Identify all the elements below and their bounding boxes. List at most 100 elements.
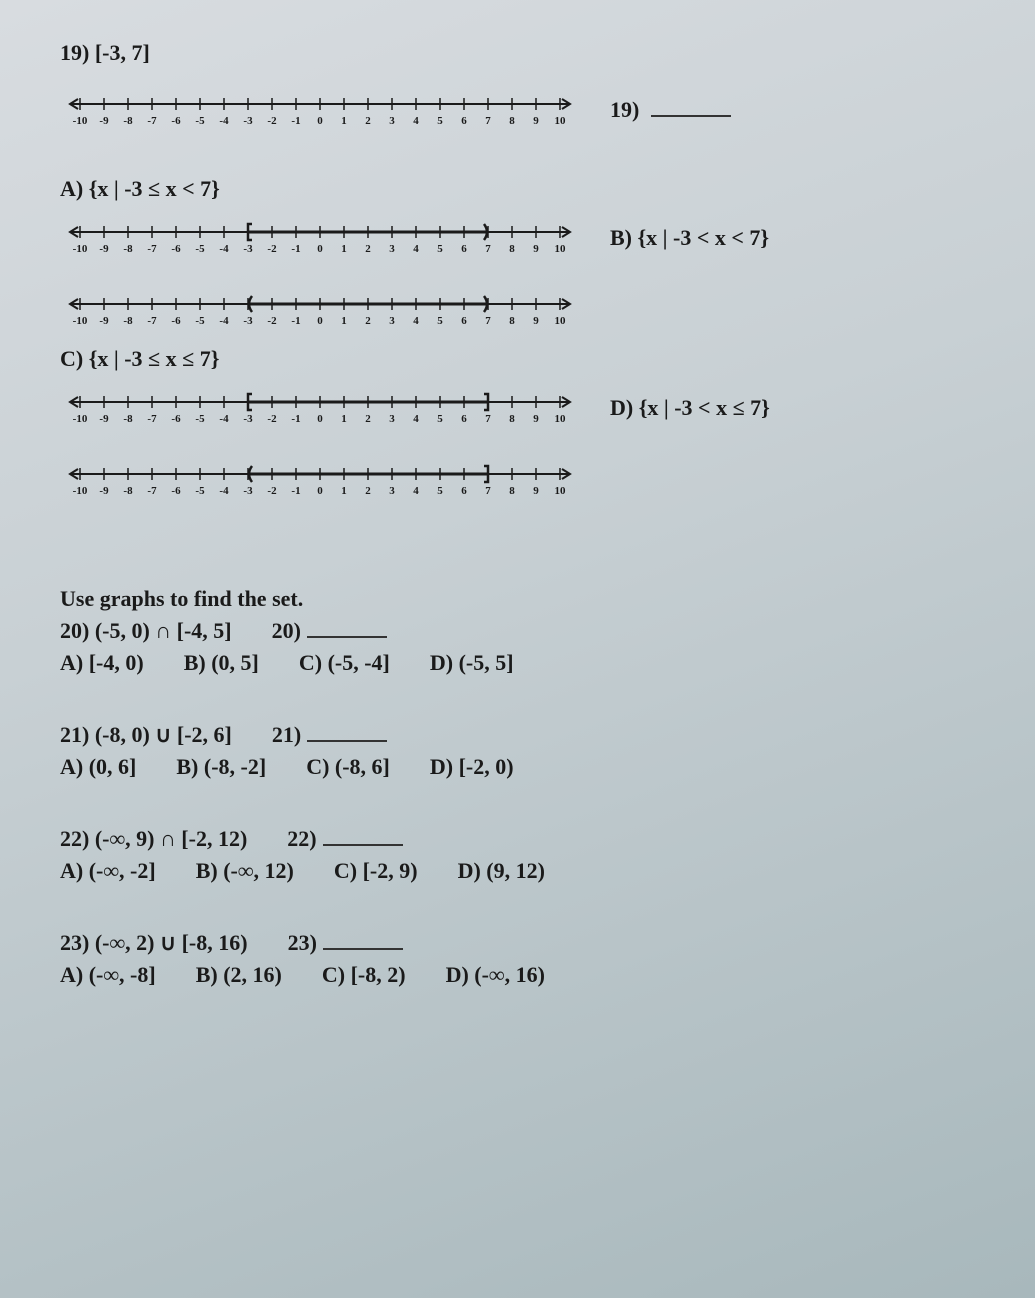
q22-answer-blank[interactable] — [323, 828, 403, 846]
svg-text:6: 6 — [461, 115, 467, 127]
q23-num: 23) — [60, 930, 89, 955]
svg-text:-5: -5 — [195, 315, 205, 327]
svg-text:7: 7 — [485, 413, 491, 425]
svg-text:-5: -5 — [195, 115, 205, 127]
q21-blank-num: 21) — [272, 722, 301, 747]
q23-label: 23) (-∞, 2) ∪ [-8, 16) — [60, 930, 248, 956]
q19-plain-numberline: -10-9-8-7-6-5-4-3-2-1012345678910 — [60, 84, 580, 134]
svg-text:-7: -7 — [147, 115, 157, 127]
svg-text:-9: -9 — [99, 485, 109, 497]
q20-blank-label: 20) — [272, 618, 387, 644]
svg-text:5: 5 — [437, 243, 443, 255]
svg-text:10: 10 — [555, 315, 567, 327]
q22-D: D) (9, 12) — [458, 858, 545, 884]
q20-blank-num: 20) — [272, 618, 301, 643]
q22-B: B) (-∞, 12) — [196, 858, 294, 884]
svg-text:-1: -1 — [291, 413, 300, 425]
svg-text:-10: -10 — [73, 115, 88, 127]
svg-text:-7: -7 — [147, 243, 157, 255]
svg-text:5: 5 — [437, 485, 443, 497]
svg-text:-2: -2 — [267, 315, 277, 327]
svg-text:4: 4 — [413, 485, 419, 497]
svg-text:-6: -6 — [171, 315, 181, 327]
q21-answer-blank[interactable] — [307, 724, 387, 742]
svg-text:9: 9 — [533, 315, 539, 327]
svg-text:1: 1 — [341, 243, 347, 255]
svg-text:-3: -3 — [243, 115, 253, 127]
q19-optD-numberline: -10-9-8-7-6-5-4-3-2-1012345678910 — [60, 454, 580, 504]
q23-blank-label: 23) — [288, 930, 403, 956]
q19-number: 19) [-3, 7] — [60, 40, 150, 66]
q19-optC: C) {x | -3 ≤ x ≤ 7} — [60, 346, 975, 372]
svg-text:2: 2 — [365, 243, 371, 255]
svg-text:-5: -5 — [195, 243, 205, 255]
svg-text:6: 6 — [461, 315, 467, 327]
svg-text:8: 8 — [509, 243, 515, 255]
q19-optA-numberline: -10-9-8-7-6-5-4-3-2-1012345678910 — [60, 212, 580, 262]
q21-label: 21) (-8, 0) ∪ [-2, 6] — [60, 722, 232, 748]
q23-answer-blank[interactable] — [323, 932, 403, 950]
svg-text:-8: -8 — [123, 115, 133, 127]
svg-text:6: 6 — [461, 413, 467, 425]
q19-answer-blank[interactable] — [651, 99, 731, 117]
q19-optD: D) {x | -3 < x ≤ 7} — [610, 395, 770, 421]
svg-text:2: 2 — [365, 485, 371, 497]
svg-text:5: 5 — [437, 413, 443, 425]
q23-blank-num: 23) — [288, 930, 317, 955]
svg-text:-7: -7 — [147, 485, 157, 497]
q19-answer-num: 19) — [610, 97, 639, 122]
q20-answer-blank[interactable] — [307, 620, 387, 638]
svg-text:4: 4 — [413, 243, 419, 255]
q22-C: C) [-2, 9) — [334, 858, 418, 884]
svg-text:-7: -7 — [147, 413, 157, 425]
svg-text:8: 8 — [509, 413, 515, 425]
svg-text:-5: -5 — [195, 413, 205, 425]
svg-text:-1: -1 — [291, 115, 300, 127]
q21-blank-label: 21) — [272, 722, 387, 748]
svg-text:1: 1 — [341, 315, 347, 327]
q22-A: A) (-∞, -2] — [60, 858, 156, 884]
q19-interval: [-3, 7] — [95, 40, 150, 65]
svg-text:-7: -7 — [147, 315, 157, 327]
svg-text:-10: -10 — [73, 315, 88, 327]
svg-text:0: 0 — [317, 115, 323, 127]
q23-expr: (-∞, 2) ∪ [-8, 16) — [95, 930, 248, 955]
svg-text:-6: -6 — [171, 413, 181, 425]
svg-text:7: 7 — [485, 115, 491, 127]
svg-text:-4: -4 — [219, 413, 229, 425]
section-heading: Use graphs to find the set. — [60, 586, 975, 612]
q19-optB: B) {x | -3 < x < 7} — [610, 225, 769, 251]
svg-text:-4: -4 — [219, 485, 229, 497]
svg-text:-3: -3 — [243, 315, 253, 327]
q22-num: 22) — [60, 826, 89, 851]
q21-num: 21) — [60, 722, 89, 747]
svg-text:1: 1 — [341, 115, 347, 127]
svg-text:-1: -1 — [291, 485, 300, 497]
svg-text:-6: -6 — [171, 485, 181, 497]
svg-text:1: 1 — [341, 413, 347, 425]
svg-text:-8: -8 — [123, 413, 133, 425]
q20-num: 20) — [60, 618, 89, 643]
svg-text:8: 8 — [509, 115, 515, 127]
svg-text:8: 8 — [509, 315, 515, 327]
svg-text:7: 7 — [485, 485, 491, 497]
svg-text:6: 6 — [461, 485, 467, 497]
q23-A: A) (-∞, -8] — [60, 962, 156, 988]
svg-text:2: 2 — [365, 115, 371, 127]
svg-text:4: 4 — [413, 413, 419, 425]
svg-text:-3: -3 — [243, 243, 253, 255]
q23-C: C) [-8, 2) — [322, 962, 406, 988]
svg-text:4: 4 — [413, 315, 419, 327]
q22-blank-num: 22) — [287, 826, 316, 851]
q21-expr: (-8, 0) ∪ [-2, 6] — [95, 722, 232, 747]
svg-text:-3: -3 — [243, 413, 253, 425]
svg-text:3: 3 — [389, 115, 395, 127]
q20-A: A) [-4, 0) — [60, 650, 144, 676]
svg-text:10: 10 — [555, 115, 567, 127]
q19-optB-numberline: -10-9-8-7-6-5-4-3-2-1012345678910 — [60, 284, 580, 334]
svg-text:-5: -5 — [195, 485, 205, 497]
q20-expr: (-5, 0) ∩ [-4, 5] — [95, 618, 232, 643]
svg-text:-1: -1 — [291, 315, 300, 327]
svg-text:-9: -9 — [99, 243, 109, 255]
svg-text:-4: -4 — [219, 243, 229, 255]
